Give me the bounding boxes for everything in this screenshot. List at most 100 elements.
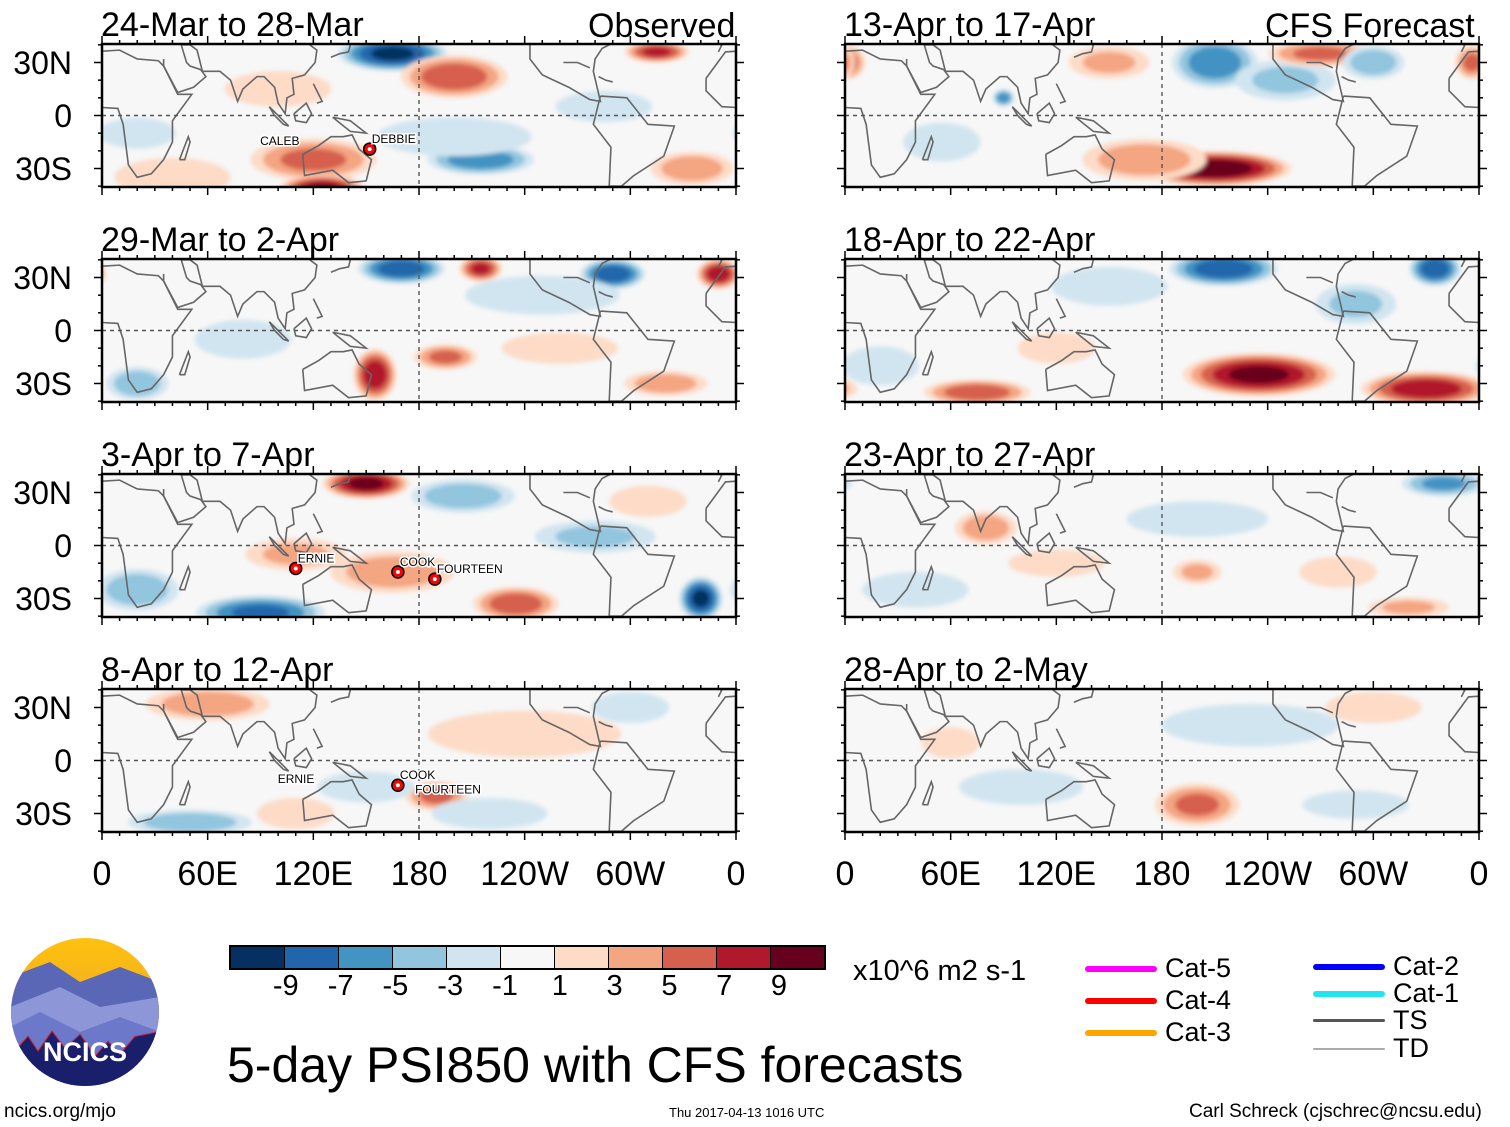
coastline (1075, 546, 1112, 565)
coastline (827, 690, 831, 697)
coastline (1272, 689, 1356, 748)
coastline (1011, 321, 1033, 342)
coastline (1075, 116, 1112, 135)
coastline (330, 259, 352, 273)
lat-tick-label: 30S (15, 580, 72, 617)
anomaly-contour (69, 263, 101, 285)
coastline (301, 349, 373, 399)
anomaly-contour (1382, 600, 1435, 614)
panel-title: 8-Apr to 12-Apr (101, 651, 334, 689)
cyclone-eye (432, 577, 437, 582)
coastline (529, 259, 613, 318)
anomaly-contour (782, 256, 820, 281)
legend-label: Cat-1 (1393, 978, 1460, 1008)
anomaly-contour (1126, 501, 1269, 537)
coastline (905, 689, 1061, 762)
coastline (84, 475, 88, 482)
storm-label: ERNIE (278, 772, 315, 786)
anomaly-contour (788, 477, 832, 490)
anomaly-contour (1420, 259, 1450, 279)
coastline (1055, 728, 1067, 749)
anomaly-contour (555, 526, 635, 548)
anomaly-contour (748, 601, 801, 614)
anomaly-contour (1161, 703, 1339, 747)
anomaly-contour (1299, 556, 1377, 588)
storm-label: COOK (400, 555, 435, 569)
legend-label: Cat-2 (1393, 951, 1460, 981)
legend-swatch (1313, 1019, 1385, 1022)
lon-tick-label: 0 (726, 855, 746, 893)
anomaly-contour (642, 47, 672, 57)
coastline (162, 689, 318, 762)
coastline (1011, 536, 1033, 557)
storm-label: ERNIE (298, 551, 335, 565)
cyclone-eye (395, 783, 400, 788)
coastline (563, 61, 591, 69)
anomaly-contour (317, 771, 415, 803)
coastline (1075, 331, 1112, 350)
coastline (921, 779, 934, 806)
coastline (268, 751, 290, 772)
coastline (813, 567, 824, 590)
anomaly-contour (609, 485, 687, 517)
observed-label: Observed (588, 7, 736, 45)
colorbar-swatch (501, 947, 555, 968)
anomaly-contour (748, 371, 794, 396)
anomaly-contour (143, 813, 237, 832)
coastline (301, 779, 373, 829)
anomaly-contour (1329, 290, 1383, 318)
coastline (1306, 706, 1334, 714)
coastline (1044, 349, 1116, 399)
coastline (178, 564, 191, 591)
coastline (102, 479, 194, 609)
coastline (598, 75, 613, 83)
cyclone-eye (367, 147, 372, 152)
map-panel (837, 251, 1487, 410)
lon-tick-label: 0 (92, 855, 112, 893)
coastline (827, 260, 831, 267)
coastline (293, 531, 313, 554)
coastline (178, 779, 191, 806)
colorbar-tick-label: -5 (382, 970, 409, 1002)
coastline (905, 474, 1061, 547)
anomaly-contour (1188, 46, 1242, 79)
footer-url[interactable]: ncics.org/mjo (4, 1101, 116, 1122)
anomaly-contour (1350, 50, 1397, 75)
footer-author: Carl Schreck (cjschrec@ncsu.edu) (1189, 1101, 1482, 1122)
panel-title: 29-Mar to 2-Apr (101, 221, 340, 259)
map-panel (837, 466, 1487, 625)
legend-item: Cat-3 (1085, 1017, 1231, 1048)
coastline (268, 106, 290, 127)
coastline (293, 746, 313, 769)
cyclone-eye (293, 566, 298, 571)
anomaly-contour (845, 383, 849, 395)
coastline (563, 706, 591, 714)
anomaly-contour (595, 265, 631, 283)
coastline (330, 474, 352, 488)
coastline (905, 44, 1061, 117)
anomaly-contour (745, 376, 840, 401)
coastline (84, 260, 88, 267)
coastline (921, 134, 934, 161)
anomaly-contour (471, 262, 491, 275)
anomaly-contour (464, 275, 620, 315)
lat-tick-label: 30N (13, 474, 72, 511)
figure-title: 5-day PSI850 with CFS forecasts (227, 1037, 964, 1093)
lon-tick-label: 120E (1016, 855, 1097, 893)
anomaly-contour (231, 604, 290, 617)
anomaly-contour (424, 483, 502, 509)
lon-tick-label: 60E (920, 855, 981, 893)
colorbar-tick-label: 9 (770, 970, 788, 1002)
colorbar-units: x10^6 m2 s-1 (853, 955, 1027, 987)
legend-label: Cat-3 (1165, 1017, 1232, 1047)
coastline (1306, 491, 1334, 499)
coastline (84, 45, 88, 52)
anomaly-contour (962, 515, 1010, 541)
anomaly-contour (1293, 47, 1348, 61)
anomaly-contour (194, 319, 292, 359)
map-panel: CALEB DEBBIE (94, 36, 744, 195)
legend-label: Cat-4 (1165, 985, 1232, 1015)
anomaly-contour (257, 797, 335, 830)
coastline (529, 44, 613, 103)
